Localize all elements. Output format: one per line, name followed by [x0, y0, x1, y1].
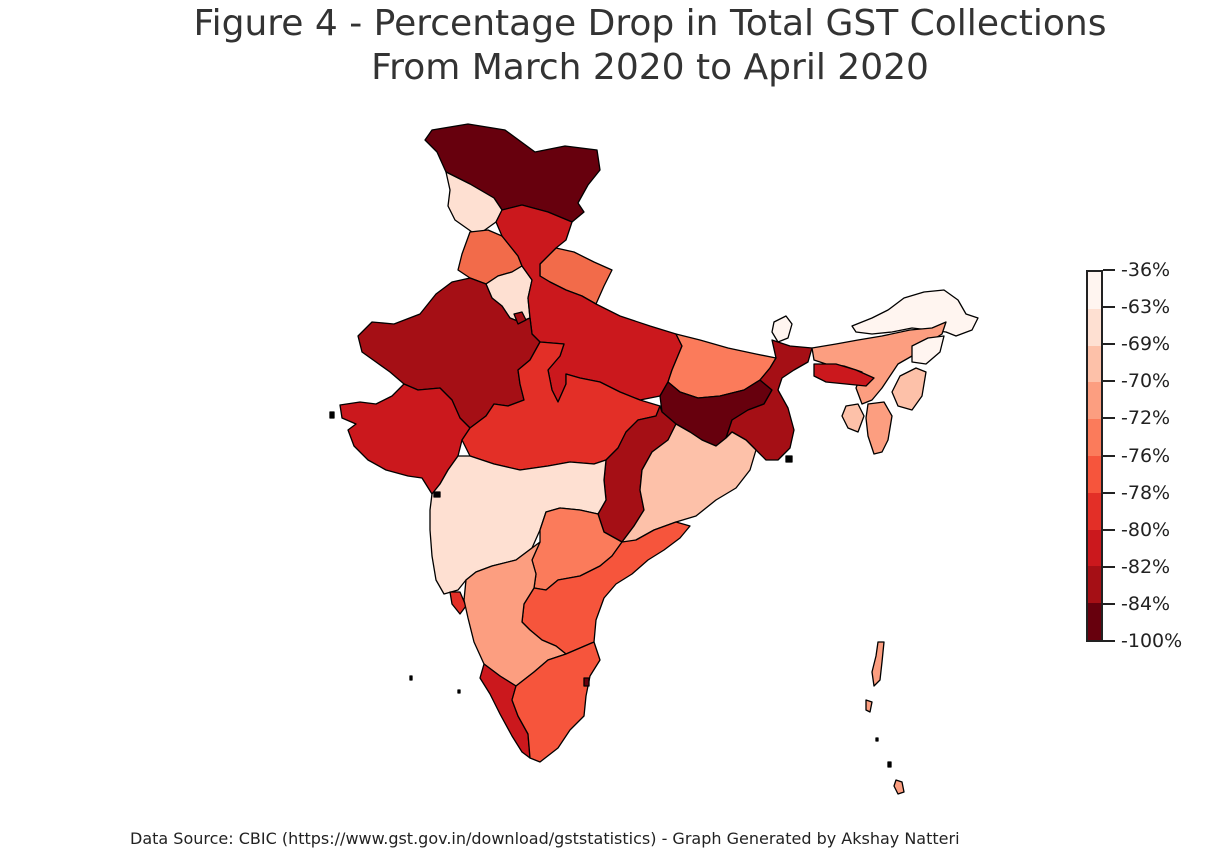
region-manipur: Manipur: [891, 367, 927, 411]
region-andaman-nicobar: Andaman & Nicobar: [871, 641, 885, 687]
region-mizoram: Mizoram: [865, 401, 893, 455]
colorbar-segment: [1088, 308, 1101, 346]
colorbar-tick: [1103, 640, 1115, 642]
region-west-bengal: West Bengal: [725, 339, 813, 461]
region-odisha: Odisha: [621, 423, 757, 549]
colorbar-tick-label: -80%: [1121, 518, 1171, 541]
colorbar-tick: [1103, 565, 1115, 568]
island-sundarbans: [785, 455, 793, 463]
colorbar-tick: [1103, 269, 1115, 271]
colorbar-segment: [1088, 492, 1101, 530]
colorbar-tick-label: -82%: [1121, 555, 1171, 578]
colorbar-segment: [1088, 345, 1101, 383]
colorbar-tick-label: -100%: [1121, 630, 1183, 652]
region-goa: Goa: [449, 591, 467, 615]
colorbar-segment: [1088, 566, 1101, 604]
island-nicobar-dot-1: [875, 737, 879, 742]
region-puducherry: Puducherry: [583, 677, 590, 687]
region-tripura: Tripura: [841, 403, 865, 433]
region-tamil-nadu: Tamil Nadu: [511, 641, 601, 763]
colorbar-tick-label: -84%: [1121, 592, 1171, 615]
region-delhi: Delhi: [513, 311, 527, 325]
region-nagaland: Nagaland: [911, 335, 945, 365]
region-karnataka: Karnataka: [463, 541, 567, 687]
colorbar-tick: [1103, 343, 1115, 346]
colorbar-tick: [1103, 491, 1115, 494]
chart-title: Figure 4 - Percentage Drop in Total GST …: [0, 2, 1210, 90]
title-line-1: Figure 4 - Percentage Drop in Total GST …: [193, 3, 1107, 44]
region-arunachal-pradesh: Arunachal Pradesh: [851, 289, 979, 337]
island-diu: [329, 411, 335, 419]
colorbar-tick-label: -72%: [1121, 407, 1171, 430]
region-meghalaya: Meghalaya: [813, 363, 875, 387]
colorbar-tick: [1103, 380, 1115, 383]
colorbar-tick: [1103, 454, 1115, 457]
island-lakshadweep-2: [457, 689, 461, 694]
colorbar-segment: [1088, 603, 1101, 640]
colorbar-tick-label: -78%: [1121, 481, 1171, 504]
island-daman: [433, 491, 441, 498]
colorbar-tick-label: -36%: [1121, 259, 1171, 281]
island-nicobar-dot-2: [887, 761, 892, 768]
colorbar-tick-label: -70%: [1121, 370, 1171, 393]
colorbar-segment: [1088, 272, 1101, 309]
region-nicobar-islands: Andaman & Nicobar: [893, 779, 905, 795]
colorbar-tick-label: -76%: [1121, 444, 1171, 467]
colorbar-tick: [1103, 417, 1115, 420]
colorbar-tick: [1103, 528, 1115, 531]
colorbar-tick-label: -63%: [1121, 296, 1171, 319]
colorbar-segment: [1088, 455, 1101, 493]
colorbar-tick-label: -69%: [1121, 333, 1171, 356]
colorbar-segment: [1088, 382, 1101, 420]
title-line-2: From March 2020 to April 2020: [371, 47, 929, 88]
region-sikkim: Sikkim: [771, 315, 793, 343]
colorbar: [1086, 270, 1103, 642]
colorbar-tick: [1103, 306, 1115, 309]
colorbar-segment: [1088, 529, 1101, 567]
source-note: Data Source: CBIC (https://www.gst.gov.i…: [130, 829, 960, 848]
region-andaman-nicobar-south: Andaman & Nicobar: [865, 699, 873, 713]
colorbar-tick: [1103, 602, 1115, 605]
island-lakshadweep-1: [409, 675, 413, 681]
colorbar-segment: [1088, 419, 1101, 456]
